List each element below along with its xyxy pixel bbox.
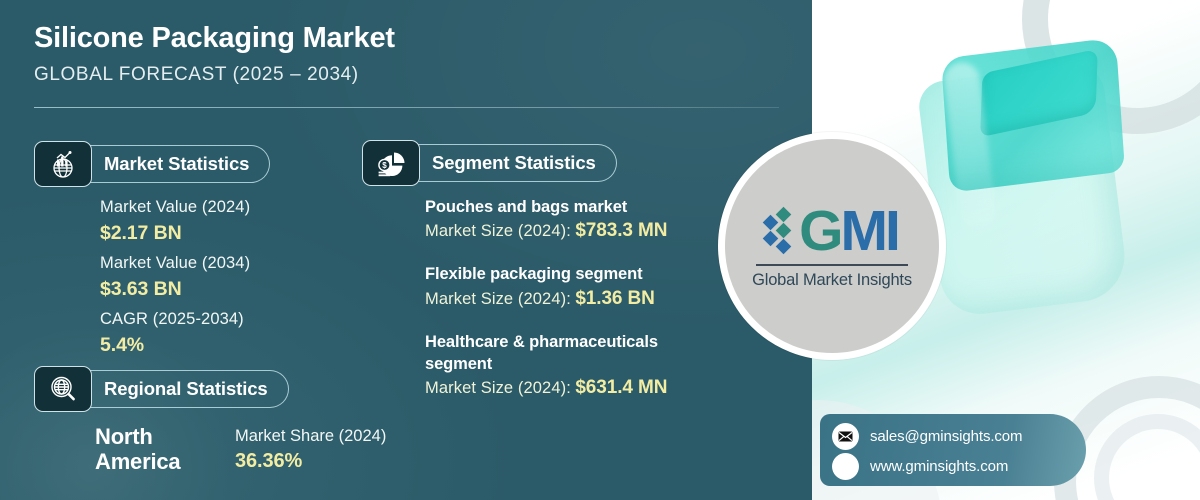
market-value-2034-value: $3.63 BN [100,278,182,301]
market-value-2024-value: $2.17 BN [100,221,182,244]
header-divider [34,107,779,108]
gmi-tagline: Global Market Insights [752,270,912,289]
page-subtitle: GLOBAL FORECAST (2025 – 2034) [34,64,359,86]
contact-email-row[interactable]: sales@gminsights.com [832,422,1086,450]
segment-statistics-body: Pouches and bags market Market Size (202… [425,196,725,399]
segment-name: Healthcare & pharmaceuticals segment [425,332,658,373]
header: Silicone Packaging Market GLOBAL FORECAS… [34,22,774,86]
gmi-letter-m: M [840,199,889,263]
gmi-diamond-icon [762,203,796,261]
region-share-group: Market Share (2024) 36.36% [235,425,386,475]
gmi-logo: GMI Global Market Insights [718,132,946,360]
segment-size-value: $1.36 BN [575,287,655,309]
market-statistics-label: Market Statistics [82,145,271,183]
segment-item: Flexible packaging segment Market Size (… [425,263,725,309]
segment-size-value: $631.4 MN [575,377,668,399]
left-content-panel: Silicone Packaging Market GLOBAL FORECAS… [0,0,812,500]
gmi-wordmark: GMI [799,203,901,260]
globe-bar-chart-icon [34,141,92,187]
segment-size-label: Market Size (2024): [425,379,571,398]
segment-size-row: Market Size (2024): $783.3 MN [425,220,725,242]
envelope-icon [832,422,859,450]
globe-web-icon [832,452,859,480]
gmi-logo-mark: GMI [762,203,901,261]
market-statistics-header: Market Statistics [34,141,271,187]
segment-name: Flexible packaging segment [425,265,643,284]
contact-website-row[interactable]: www.gminsights.com [832,452,1086,480]
segment-name: Pouches and bags market [425,198,628,216]
regional-statistics-body: North America Market Share (2024) 36.36% [95,424,386,475]
market-statistics-body: Market Value (2024) $2.17 BN Market Valu… [100,196,250,359]
segment-item: Pouches and bags market Market Size (202… [425,196,725,242]
pie-chart-dollar-icon: $ [362,140,420,186]
gmi-letter-g: G [799,199,843,263]
market-value-2024-label: Market Value (2024) [100,198,251,216]
gmi-letter-i: I [884,199,901,263]
market-value-2034-label: Market Value (2034) [100,254,251,273]
svg-text:$: $ [382,161,387,170]
segment-size-label: Market Size (2024): [425,222,571,241]
segment-statistics-label: Segment Statistics [410,144,617,182]
segment-size-label: Market Size (2024): [425,289,571,308]
segment-statistics-header: $ Segment Statistics [362,140,617,186]
contact-badge: sales@gminsights.com www.gminsights.com [820,414,1086,486]
page-title: Silicone Packaging Market [34,22,395,54]
segment-size-value: $783.3 MN [575,220,668,242]
segment-size-row: Market Size (2024): $1.36 BN [425,288,725,310]
contact-email-text: sales@gminsights.com [870,427,1023,445]
regional-statistics-label: Regional Statistics [82,370,289,408]
globe-magnifier-icon [34,366,92,412]
regional-statistics-header: Regional Statistics [34,366,289,412]
gmi-logo-rule [756,263,908,266]
contact-website-text: www.gminsights.com [870,457,1009,475]
cagr-label: CAGR (2025-2034) [100,310,244,329]
cagr-value: 5.4% [100,334,145,357]
segment-size-row: Market Size (2024): $631.4 MN [425,377,725,399]
market-share-label: Market Share (2024) [235,427,387,445]
segment-item: Healthcare & pharmaceuticals segment Mar… [425,331,725,400]
region-name: North America [95,424,181,474]
market-share-value: 36.36% [235,450,303,473]
